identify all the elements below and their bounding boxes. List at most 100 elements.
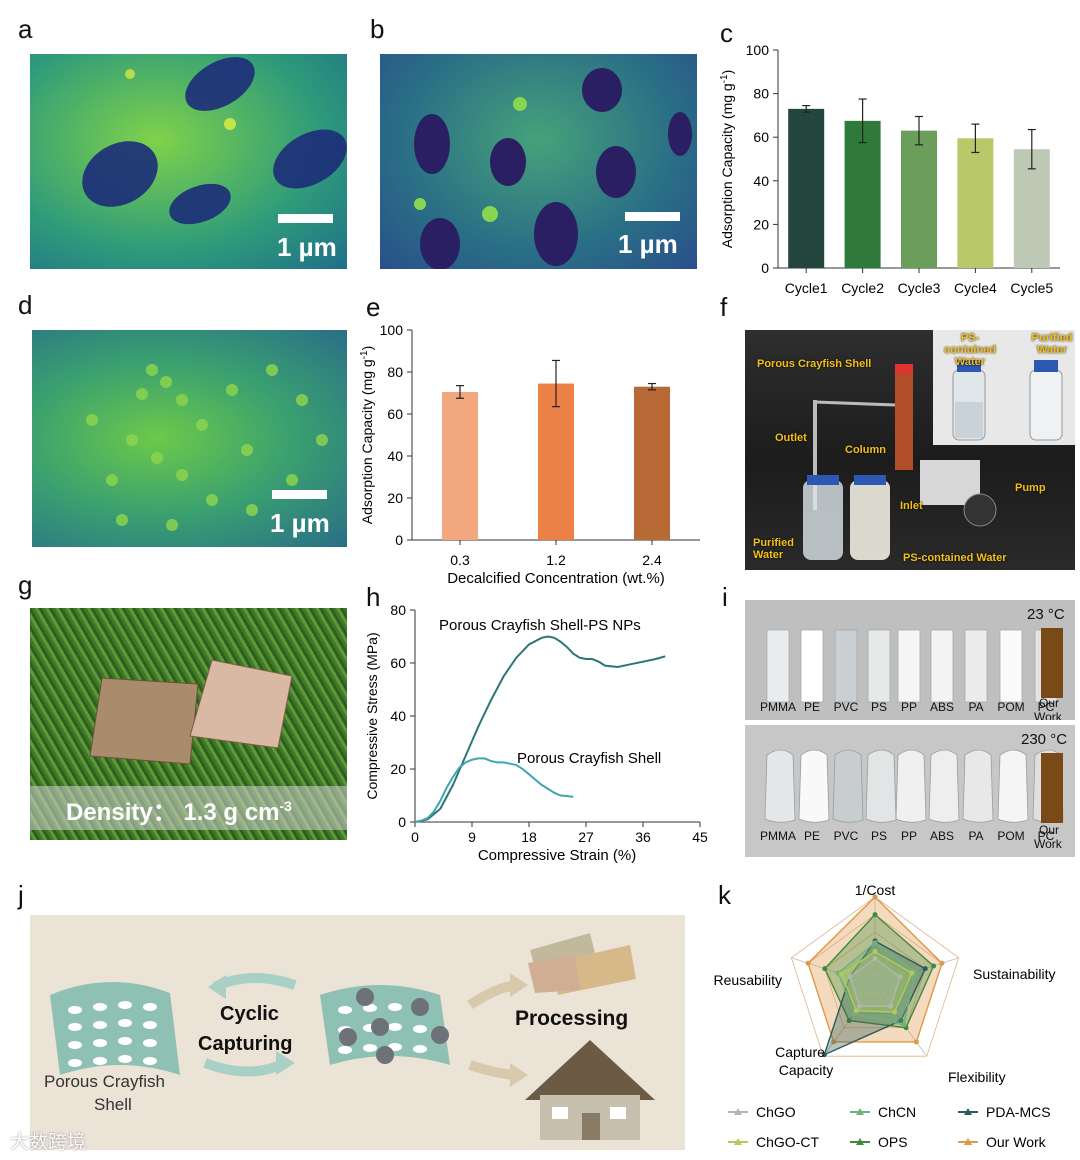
radar-grid-ring	[824, 931, 926, 1029]
chart-c: 0 20 40 60 80 100 Cycle1 Cycle2 Cycle3 Cycle4 Cyc…	[719, 42, 1060, 296]
radar-point	[872, 956, 878, 962]
h-label-top: Porous Crayfish Shell-PS NPs	[439, 617, 641, 634]
strip	[930, 629, 954, 703]
e-ytick-label: 100	[380, 322, 404, 338]
work-bottom: Work	[1034, 837, 1062, 851]
c-ytick-label: 60	[753, 129, 769, 145]
h-xlabel: Compressive Strain (%)	[478, 847, 636, 864]
strip	[964, 629, 988, 703]
legend-label: PDA-MCS	[986, 1104, 1051, 1120]
scale-bar-a	[278, 214, 333, 223]
strip	[999, 629, 1023, 703]
strip-melted	[895, 749, 927, 823]
f-label-outlet: Outlet	[775, 432, 807, 444]
radar-point	[888, 1003, 894, 1009]
legend-marker	[964, 1138, 972, 1145]
h-ytick-label: 40	[390, 708, 406, 724]
legend-marker	[856, 1138, 864, 1145]
scale-text-a: 1 µm	[277, 232, 337, 262]
sample-label: PP	[900, 829, 918, 843]
our-bottom: Our	[1039, 823, 1060, 837]
e-ytick-label: 80	[387, 364, 403, 380]
f-label-ps-water: PS-contained Water	[903, 552, 1007, 564]
h-ytick-label: 0	[398, 814, 406, 830]
chart-h: 0 20 40 60 80 0 9 18 27 36 45 Porous Crayfish She…	[364, 602, 708, 864]
h-ytick-label: 80	[390, 602, 406, 618]
f-label-purified-water-inset: Purified Water	[1031, 332, 1073, 356]
c-xtick-label: Cycle2	[841, 280, 884, 296]
sample-label: ABS	[929, 700, 955, 714]
j-processing: Processing	[515, 1007, 629, 1030]
panel-label-h: h	[366, 582, 381, 612]
radar-grid-ring	[857, 966, 893, 1000]
f-label-column: Column	[845, 444, 886, 456]
sample-label: ABS	[929, 829, 955, 843]
sample-label: PE	[803, 829, 821, 843]
strip-melted	[928, 749, 960, 823]
f-label-porous-shell: Porous Crayfish Shell	[757, 358, 872, 370]
sample-label: PS	[870, 829, 888, 843]
e-ytick-label: 0	[395, 532, 403, 548]
radar-point	[897, 974, 903, 980]
radar-point	[901, 1022, 907, 1028]
schematic-drawing-j	[50, 933, 655, 1140]
legend-marker	[734, 1138, 742, 1145]
photo-i-top: 23 °C PMMA PE PVC PS PP ABS PA POM PC Our Work	[745, 600, 1075, 720]
sample-label: POM	[997, 700, 1025, 714]
h-xtick-label: 36	[635, 829, 651, 845]
c-bar	[844, 120, 881, 268]
sample-label: PVC	[833, 700, 859, 714]
c-ytick-label: 40	[753, 173, 769, 189]
f-label-pump: Pump	[1015, 482, 1046, 494]
radar-point	[922, 966, 928, 972]
legend-marker	[734, 1108, 742, 1115]
j-cyclic: Cyclic	[220, 1003, 279, 1025]
our-work-strip	[1041, 628, 1063, 698]
radar-axis-label: Capacity	[779, 1062, 833, 1078]
panel-label-a: a	[18, 14, 33, 44]
h-series-line	[414, 635, 666, 823]
e-xtick-label: 2.4	[642, 552, 662, 568]
legend-label: ChGO	[756, 1104, 796, 1120]
labels-bottom: PMMA PE PVC PS PP ABS PA POM PC	[745, 829, 1075, 849]
sem-image-b: 1 µm	[380, 54, 697, 269]
watermark: 大数跨境	[10, 1132, 87, 1153]
strips-bottom	[764, 749, 1064, 823]
strip	[800, 629, 824, 703]
sample-label: PE	[803, 700, 821, 714]
panel-label-f: f	[720, 292, 728, 322]
f-label-ps-water-inset: PS-contained Water	[944, 332, 996, 368]
c-xtick-label: Cycle4	[954, 280, 997, 296]
sem-pores-b	[414, 68, 692, 269]
strip	[766, 629, 790, 703]
e-ytick-label: 20	[387, 490, 403, 506]
radar-axis-label: Capture	[775, 1044, 825, 1060]
scale-text-d: 1 µm	[270, 508, 330, 538]
strip-melted	[865, 749, 897, 823]
chart-e: 0 20 40 60 80 100 0.3 1.2 2.4 Adsorption Capaci…	[359, 322, 700, 587]
h-ytick-label: 60	[390, 655, 406, 671]
our-work-strip	[1041, 753, 1063, 823]
scale-bar-b	[625, 212, 680, 221]
strip-melted	[997, 749, 1029, 823]
radar-point	[872, 894, 878, 900]
radar-point	[913, 1039, 919, 1045]
radar-axis-line	[791, 957, 876, 986]
density-exponent: -3	[279, 798, 292, 814]
c-xtick-label: Cycle5	[1010, 280, 1053, 296]
c-ylabel: Adsorption Capacity (mg g-1)	[719, 70, 736, 249]
c-ytick-label: 0	[761, 260, 769, 276]
panel-label-d: d	[18, 290, 33, 320]
h-xtick-label: 9	[468, 829, 476, 845]
legend-marker	[856, 1108, 864, 1115]
c-xtick-label: Cycle3	[898, 280, 941, 296]
h-ytick-label: 20	[390, 761, 406, 777]
c-bar	[957, 138, 994, 268]
j-capturing: Capturing	[198, 1033, 293, 1055]
sem-pores-a	[82, 57, 347, 225]
sample-label: PMMA	[760, 829, 796, 843]
sample-label: PA	[968, 829, 984, 843]
sample-label: PC	[1037, 829, 1055, 843]
strip-melted	[764, 749, 796, 823]
e-xtick-label: 1.2	[546, 552, 566, 568]
